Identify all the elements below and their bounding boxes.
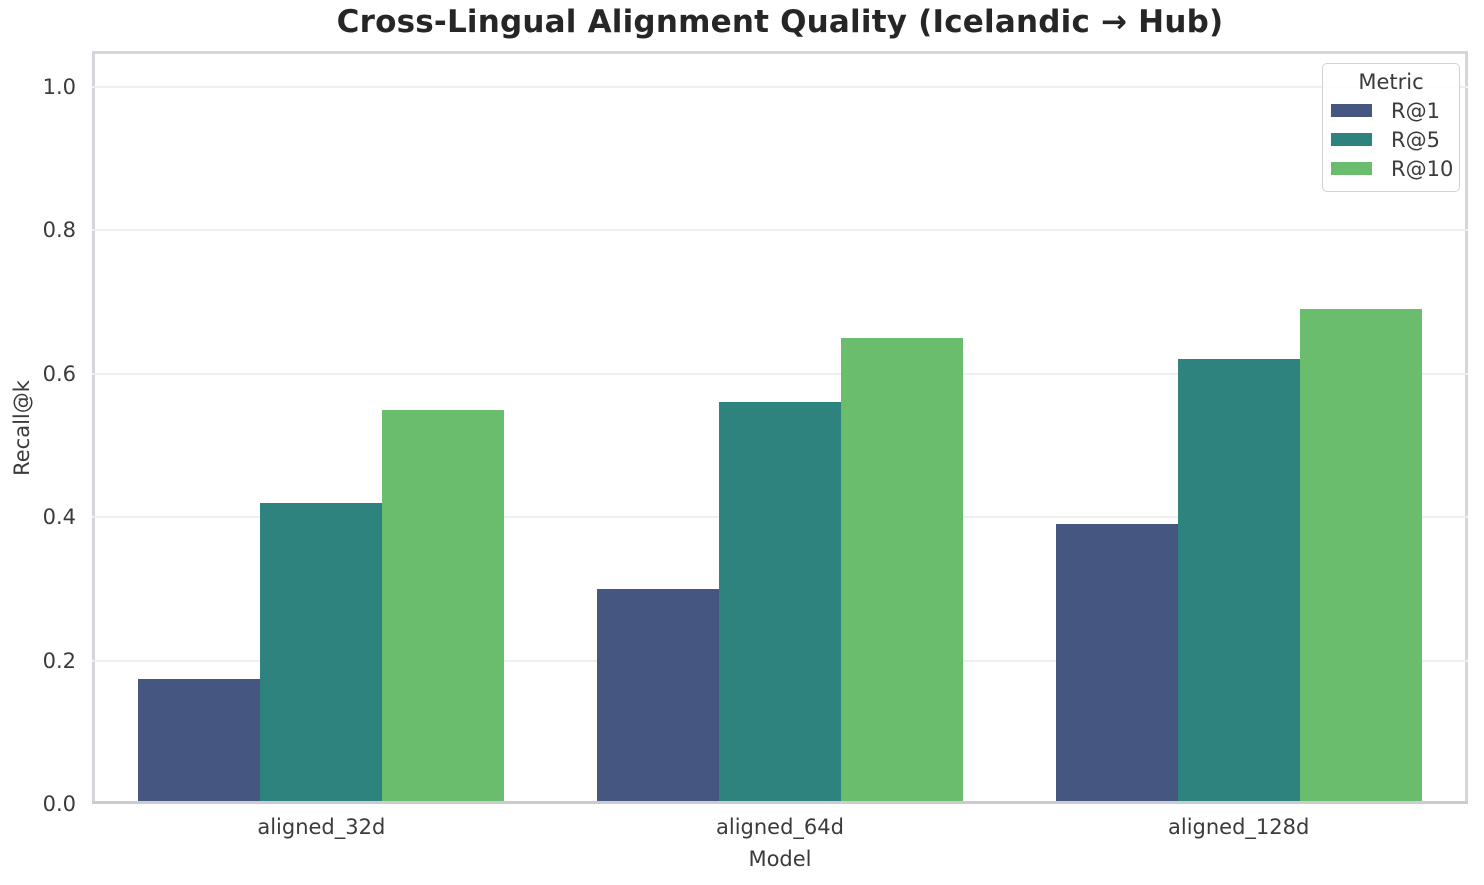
bar-aligned_32d-R@5 [260,502,383,801]
y-tick-label-1.0: 1.0 [42,74,76,99]
legend-entry-R@5: R@5 [1323,125,1459,154]
legend-label: R@1 [1391,98,1440,123]
spine-left [92,51,95,804]
spine-top [92,51,1468,54]
legend-swatch-icon [1331,162,1372,175]
legend-title: Metric [1358,70,1424,94]
plot-area [92,51,1468,804]
spine-right [1465,51,1468,804]
bar-aligned_32d-R@1 [138,678,261,801]
y-tick-label-0.8: 0.8 [42,218,76,243]
bar-aligned_128d-R@1 [1055,524,1178,801]
legend-swatch-icon [1331,133,1372,146]
gridline-0.8 [92,229,1468,232]
bar-aligned_64d-R@1 [597,588,719,801]
chart-title: Cross-Lingual Alignment Quality (Iceland… [336,4,1224,40]
legend-rows: R@1 R@5 R@10 [1323,96,1459,183]
bar-aligned_32d-R@10 [382,409,505,801]
legend: Metric R@1 R@5 R@10 [1322,63,1460,192]
gridline-0.6 [92,372,1468,375]
gridline-1.0 [92,85,1468,88]
legend-label: R@10 [1391,156,1454,181]
spine-bottom [92,801,1468,804]
x-tick-label-aligned_128d: aligned_128d [1167,815,1310,839]
bar-aligned_128d-R@10 [1299,309,1422,801]
y-tick-label-0.6: 0.6 [42,361,76,386]
legend-swatch-icon [1331,104,1372,117]
legend-entry-R@10: R@10 [1323,154,1459,183]
x-tick-label-aligned_64d: aligned_64d [716,815,844,839]
legend-label: R@5 [1391,127,1440,152]
bar-aligned_64d-R@5 [719,402,841,801]
y-tick-label-0.2: 0.2 [42,648,76,673]
y-axis-label: Recall@k [10,380,34,476]
x-tick-label-aligned_32d: aligned_32d [257,815,386,839]
bar-aligned_64d-R@10 [841,337,963,801]
bar-aligned_128d-R@5 [1177,359,1300,801]
y-tick-label-0.4: 0.4 [42,505,76,530]
x-axis-label: Model [748,847,812,871]
legend-entry-R@1: R@1 [1323,96,1459,125]
y-tick-label-0.0: 0.0 [42,792,76,816]
